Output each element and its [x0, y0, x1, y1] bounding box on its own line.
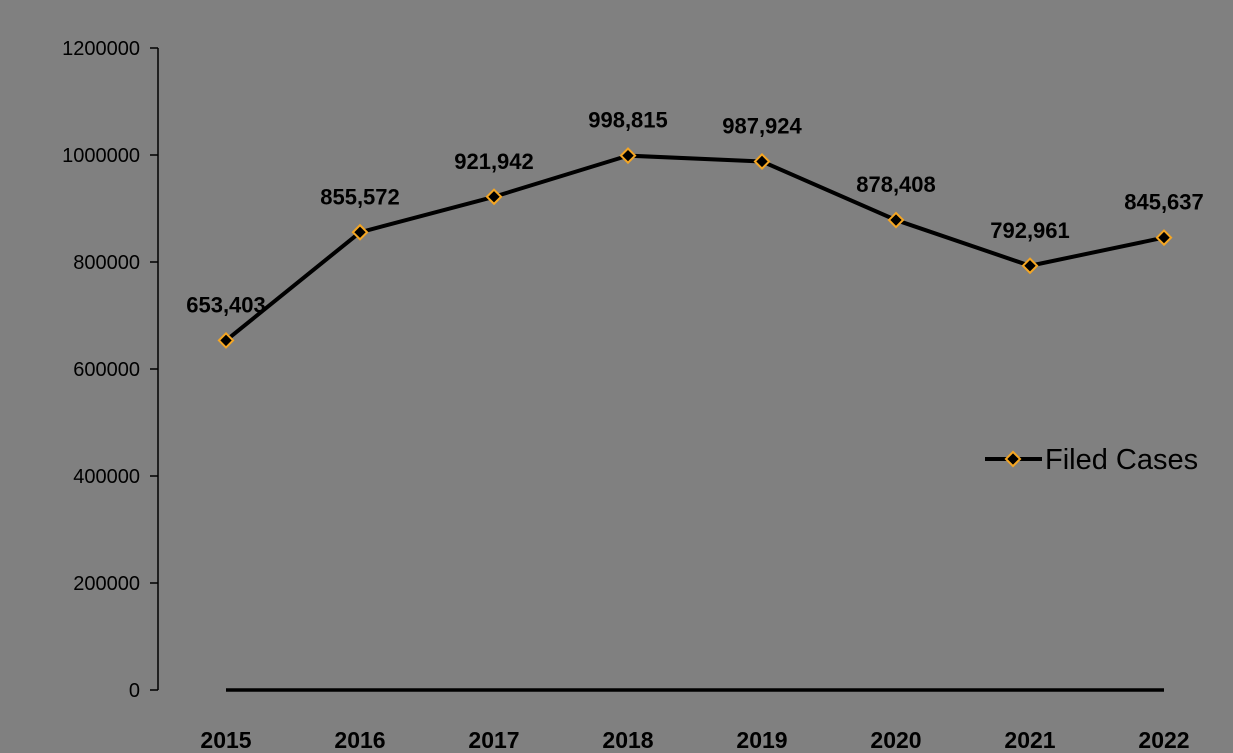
x-tick-label: 2018 — [602, 727, 653, 753]
x-tick-label: 2021 — [1004, 727, 1055, 753]
data-point-marker — [1021, 257, 1039, 275]
data-point-marker — [1155, 229, 1173, 247]
data-label: 878,408 — [856, 172, 936, 197]
y-tick-label: 800000 — [73, 252, 140, 274]
x-tick-label: 2016 — [334, 727, 385, 753]
data-labels: 653,403 855,572 921,942 998,815 987,924 878,4… — [186, 108, 1204, 318]
data-point-marker — [217, 331, 235, 349]
legend-marker — [1004, 450, 1022, 468]
data-point-marker — [753, 152, 771, 170]
y-tick-label: 1000000 — [62, 145, 140, 167]
legend: Filed Cases — [985, 444, 1198, 476]
x-tick-label: 2015 — [200, 727, 251, 753]
y-tick-label: 600000 — [73, 359, 140, 381]
data-point-marker — [887, 211, 905, 229]
y-tick-label: 400000 — [73, 466, 140, 488]
data-label: 998,815 — [588, 108, 668, 133]
series-line-filed-cases — [224, 153, 1165, 342]
data-label: 653,403 — [186, 292, 266, 317]
y-tick-label: 1200000 — [62, 38, 140, 60]
data-label: 921,942 — [454, 149, 534, 174]
x-tick-label: 2019 — [736, 727, 787, 753]
y-axis-ticks: 0 200000 400000 600000 800000 1000000 1200000 — [62, 38, 158, 702]
legend-label: Filed Cases — [1045, 444, 1198, 476]
data-point-marker — [485, 188, 503, 206]
data-label: 987,924 — [722, 113, 802, 138]
data-label: 792,961 — [990, 218, 1070, 243]
x-tick-label: 2022 — [1138, 727, 1189, 753]
data-label: 855,572 — [320, 184, 400, 209]
x-tick-label: 2017 — [468, 727, 519, 753]
y-tick-label: 0 — [129, 680, 140, 702]
series-markers — [217, 147, 1173, 349]
x-tick-label: 2020 — [870, 727, 921, 753]
data-point-marker — [619, 147, 637, 165]
y-tick-label: 200000 — [73, 573, 140, 595]
x-axis-tick-labels: 2015 2016 2017 2018 2019 2020 2021 2022 — [200, 727, 1189, 753]
data-point-marker — [351, 223, 369, 241]
data-label: 845,637 — [1124, 190, 1204, 215]
